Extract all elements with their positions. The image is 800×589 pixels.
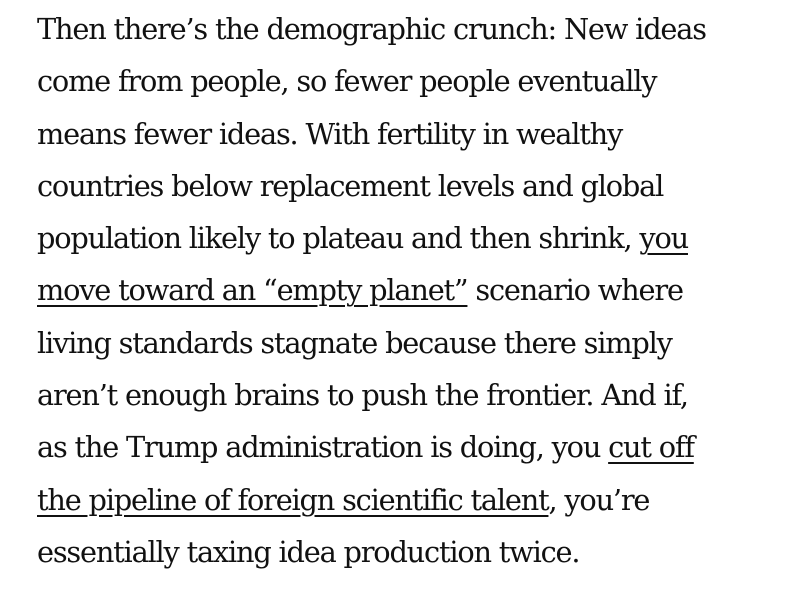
paragraph-line-3: means fewer ideas. With fertility in wea… <box>37 116 623 151</box>
foreign-talent-link-end[interactable]: the pipeline of foreign scientific talen… <box>37 482 550 517</box>
paragraph-text: , you’re <box>548 482 650 517</box>
paragraph-line-11: essentially taxing idea production twice… <box>37 534 581 569</box>
paragraph-line-7: living standards stagnate because there … <box>37 325 673 360</box>
paragraph-text: as the Trump administration is doing, yo… <box>37 430 609 465</box>
empty-planet-link-start[interactable]: you <box>639 221 689 256</box>
paragraph-text: scenario where <box>467 273 684 308</box>
paragraph-line-5: population likely to plateau and then sh… <box>37 212 777 264</box>
paragraph-line-4: countries below replacement levels and g… <box>37 168 664 203</box>
paragraph-line-9: as the Trump administration is doing, yo… <box>37 421 777 473</box>
paragraph-line-10: the pipeline of foreign scientific talen… <box>37 474 777 526</box>
empty-planet-link-end[interactable]: move toward an “empty planet” <box>37 273 469 308</box>
foreign-talent-link-start[interactable]: cut off <box>608 430 695 465</box>
paragraph-line-6: move toward an “empty planet” scenario w… <box>37 264 777 316</box>
paragraph-line-1: Then there’s the demographic crunch: New… <box>37 12 707 46</box>
paragraph-line-2: come from people, so fewer people eventu… <box>37 64 658 99</box>
paragraph-line-8: aren’t enough brains to push the frontie… <box>37 378 689 413</box>
article-paragraph: Then there’s the demographic crunch: New… <box>37 3 777 578</box>
paragraph-text: population likely to plateau and then sh… <box>37 221 640 256</box>
